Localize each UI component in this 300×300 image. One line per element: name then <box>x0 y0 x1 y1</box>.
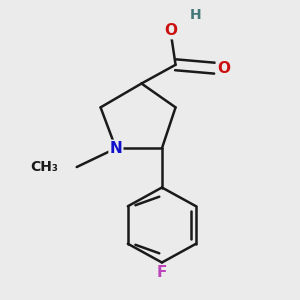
Text: F: F <box>157 265 167 280</box>
Text: O: O <box>217 61 230 76</box>
Text: N: N <box>110 141 122 156</box>
Text: CH₃: CH₃ <box>30 160 58 174</box>
Text: O: O <box>164 23 177 38</box>
Text: H: H <box>190 8 202 22</box>
